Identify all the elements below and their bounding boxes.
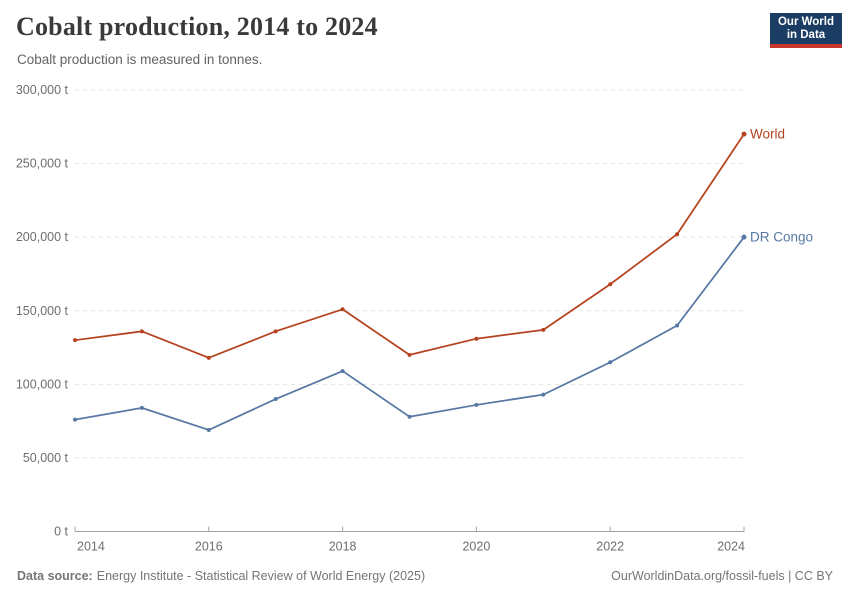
page-title: Cobalt production, 2014 to 2024 (16, 12, 378, 41)
data-source-value: Energy Institute - Statistical Review of… (96, 569, 426, 583)
data-point-world-2019[interactable] (407, 352, 412, 357)
data-point-world-2020[interactable] (474, 336, 479, 341)
data-point-dr-congo-2023[interactable] (675, 323, 680, 328)
y-tick-label-0: 0 t (54, 525, 68, 539)
chart-subtitle: Cobalt production is measured in tonnes. (17, 52, 263, 67)
y-tick-label-200000: 200,000 t (16, 230, 69, 244)
data-point-dr-congo-2014[interactable] (73, 417, 77, 422)
series-line-world[interactable] (74, 133, 745, 359)
x-tick-label-2024: 2024 (717, 540, 745, 554)
owid-logo[interactable]: Our World in Data (770, 13, 842, 48)
y-tick-label-250000: 250,000 t (16, 157, 69, 171)
logo-text-line2: in Data (786, 28, 826, 41)
data-point-dr-congo-2017[interactable] (273, 397, 278, 402)
data-point-world-2016[interactable] (206, 355, 211, 360)
logo-text-line1: Our World (777, 15, 834, 28)
x-tick-label-2014: 2014 (77, 540, 105, 554)
data-source: Data source: Energy Institute - Statistic… (17, 569, 425, 583)
data-point-world-2024[interactable] (741, 131, 747, 137)
data-point-dr-congo-2021[interactable] (541, 392, 546, 397)
y-tick-label-50000: 50,000 t (23, 451, 69, 465)
x-tick-label-2020: 2020 (462, 540, 490, 554)
series-label-dr-congo[interactable]: DR Congo (750, 230, 813, 245)
data-point-world-2018[interactable] (340, 307, 345, 312)
y-tick-label-150000: 150,000 t (16, 304, 69, 318)
data-point-world-2015[interactable] (139, 329, 144, 334)
data-point-dr-congo-2018[interactable] (340, 369, 345, 374)
data-point-world-2017[interactable] (273, 329, 278, 334)
series-label-world[interactable]: World (750, 127, 785, 142)
data-point-dr-congo-2019[interactable] (407, 414, 412, 419)
y-tick-label-100000: 100,000 t (16, 377, 69, 391)
data-point-world-2022[interactable] (608, 282, 613, 287)
chart-footer: Data source: Energy Institute - Statistic… (17, 569, 833, 583)
credit-link[interactable]: OurWorldinData.org/fossil-fuels | CC BY (611, 569, 833, 583)
data-point-dr-congo-2015[interactable] (139, 405, 144, 410)
data-point-dr-congo-2016[interactable] (206, 427, 211, 432)
data-point-world-2023[interactable] (675, 232, 680, 237)
data-point-world-2014[interactable] (73, 338, 77, 343)
y-tick-label-300000: 300,000 t (16, 83, 69, 97)
x-tick-label-2018: 2018 (329, 540, 357, 554)
data-source-label: Data source: (17, 569, 93, 583)
data-point-dr-congo-2024[interactable] (741, 234, 747, 240)
x-tick-label-2022: 2022 (596, 540, 624, 554)
data-point-world-2021[interactable] (541, 327, 546, 332)
series-line-dr-congo[interactable] (74, 236, 745, 431)
data-point-dr-congo-2020[interactable] (474, 402, 479, 407)
x-tick-label-2016: 2016 (195, 540, 223, 554)
data-point-dr-congo-2022[interactable] (608, 360, 613, 365)
